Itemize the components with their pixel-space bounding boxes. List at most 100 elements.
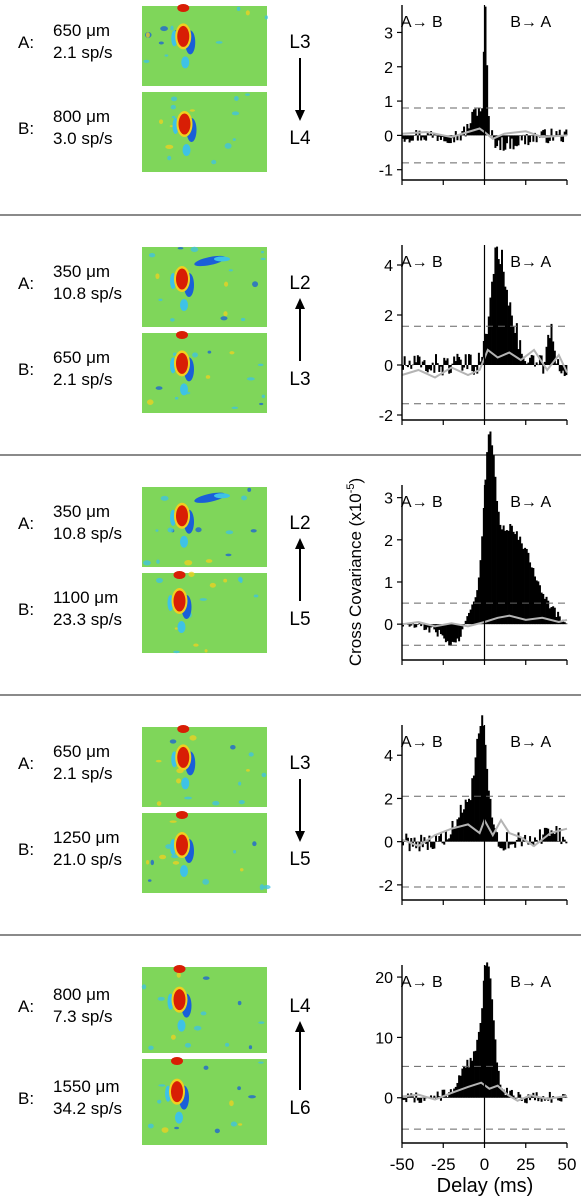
rf-speckle	[202, 976, 210, 980]
y-axis-title-close: )	[346, 478, 365, 484]
histogram-bar	[466, 123, 469, 136]
rf-speckle	[157, 1099, 162, 1104]
histogram-bar	[443, 357, 446, 365]
rf-speckle	[261, 394, 266, 399]
histogram-bar	[403, 841, 406, 842]
connection-arrow	[295, 779, 305, 842]
histogram-bar	[486, 962, 489, 1098]
histogram-bar	[443, 135, 446, 142]
histogram-bar	[510, 525, 513, 625]
histogram-bar	[532, 135, 535, 142]
rf-speckle	[259, 884, 265, 891]
histogram-bar	[558, 616, 561, 625]
histogram-bar	[530, 135, 533, 136]
rf-top-blob	[177, 4, 190, 12]
rf-speckle	[169, 739, 177, 744]
histogram-bar	[486, 768, 489, 842]
rf-speckle	[160, 26, 168, 32]
histogram-bar	[548, 338, 551, 365]
histogram-bar	[529, 135, 532, 143]
histogram-bar	[468, 612, 470, 625]
histogram-bar	[497, 135, 500, 141]
histogram-bar	[519, 536, 522, 625]
histogram-bar	[529, 562, 532, 625]
direction-label-ab: A→ B	[401, 494, 443, 511]
histogram-bar	[416, 135, 419, 141]
rf-speckle	[232, 138, 236, 142]
histogram-bar	[529, 836, 532, 842]
histogram-bar	[464, 620, 467, 625]
histogram-bar	[423, 360, 426, 365]
histogram-bar	[530, 567, 533, 625]
histogram-bar	[463, 365, 466, 368]
histogram-bar	[481, 356, 484, 365]
histogram-bar	[484, 6, 487, 136]
histogram-bar	[476, 590, 479, 625]
rf-map-a	[142, 246, 267, 327]
histogram-bar	[402, 624, 404, 627]
rf-speckle	[224, 281, 229, 287]
histogram-bar	[435, 354, 437, 365]
rf-off-lobe	[180, 383, 188, 396]
rf-speckle	[177, 247, 184, 250]
neuron-b-depth: 1550 μm	[53, 1077, 120, 1096]
histogram-bar	[476, 1039, 479, 1098]
histogram-bar	[524, 834, 527, 842]
histogram-bar	[501, 135, 503, 138]
histogram-bar	[479, 726, 482, 842]
neuron-a-depth: 650 μm	[53, 21, 110, 40]
connection-arrow	[295, 298, 305, 361]
histogram-bar	[555, 131, 558, 136]
histogram-bar	[430, 841, 433, 848]
histogram-bar	[438, 365, 441, 372]
histogram-bar	[446, 358, 449, 365]
histogram-bar	[510, 841, 513, 845]
histogram-bar	[560, 365, 563, 374]
histogram-bar	[489, 798, 492, 842]
histogram-bar	[415, 362, 418, 365]
neuron-a-rate: 7.3 sp/s	[53, 1007, 113, 1026]
rf-speckle	[170, 854, 179, 859]
rf-on-core	[173, 590, 186, 612]
histogram-bar	[426, 841, 429, 850]
rf-speckle	[253, 594, 259, 598]
histogram-bar	[522, 134, 525, 136]
histogram-bar	[557, 359, 560, 365]
shuffle-predictor-line	[401, 348, 568, 379]
histogram-bar	[428, 365, 431, 370]
histogram-bar	[497, 511, 500, 625]
histogram-bar	[548, 835, 551, 842]
cross-covariance-chart-4: -2 0 2 4 A→ B B→ A	[379, 715, 568, 905]
histogram-bar	[507, 841, 510, 849]
pair-row-3: A: 350 μm 10.8 sp/s B: 1100 μm 23.3 sp/s L2 L5	[18, 487, 311, 654]
histogram-bar	[529, 1097, 532, 1101]
neuron-b-tag: B:	[18, 360, 34, 379]
shuffle-predictor-line	[401, 817, 568, 848]
histogram-bar	[468, 798, 470, 842]
rf-speckle	[158, 298, 163, 302]
histogram-bar	[408, 360, 411, 365]
histogram-bar	[534, 837, 536, 842]
direction-label-ab: A→ B	[401, 14, 443, 31]
neuron-a-tag: A:	[18, 997, 34, 1016]
rf-top-blob	[171, 1057, 183, 1065]
y-tick-label: 2	[384, 308, 393, 325]
histogram-bar	[479, 361, 482, 365]
histogram-bar	[532, 567, 535, 625]
histogram-bar	[406, 837, 409, 842]
histogram-bar	[534, 1097, 536, 1101]
rf-speckle	[158, 41, 164, 45]
rf-speckle	[170, 318, 175, 322]
histogram-bar	[542, 593, 545, 625]
y-tick-label: 0	[384, 1091, 393, 1108]
rf-background	[142, 573, 267, 653]
histogram-bar	[530, 841, 533, 844]
histogram-bar	[430, 1095, 433, 1098]
rf-map-b	[142, 811, 271, 893]
neuron-a-rate: 2.1 sp/s	[53, 764, 113, 783]
histogram-bar	[504, 1095, 507, 1098]
rf-speckle	[170, 104, 176, 110]
histogram-bar	[565, 129, 568, 136]
histogram-bar	[509, 524, 512, 625]
histogram-bar	[491, 817, 494, 842]
